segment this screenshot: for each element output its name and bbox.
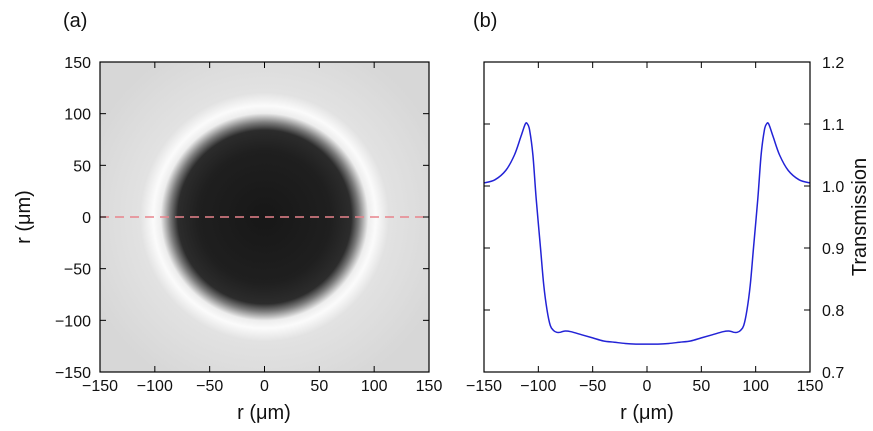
heatmap-x-ticks: −150 −100 −50 0 50 100 150 bbox=[82, 62, 442, 395]
heatmap-y-ticks: −150 −100 −50 0 50 100 150 bbox=[55, 55, 429, 382]
plot-b-x-axis-label: r (μm) bbox=[620, 402, 674, 424]
heatmap-x-tick-label: −50 bbox=[196, 378, 223, 395]
heatmap-x-tick-label: −150 bbox=[82, 378, 118, 395]
transmission-line bbox=[484, 122, 810, 345]
plot-b-x-ticks: −150 −100 −50 0 50 100 150 bbox=[466, 62, 823, 395]
heatmap-y-axis-label: r (μm) bbox=[13, 190, 35, 244]
plot-b-y-ticks: 0.7 0.8 0.9 1.0 1.1 1.2 bbox=[484, 55, 844, 382]
plot-b-x-tick-label: 100 bbox=[742, 378, 769, 395]
plot-b-x-tick-label: 50 bbox=[692, 378, 710, 395]
heatmap-x-tick-label: −100 bbox=[137, 378, 173, 395]
plot-b-x-tick-label: −50 bbox=[579, 378, 606, 395]
heatmap-y-tick-label: −150 bbox=[55, 365, 91, 382]
heatmap-y-tick-label: −100 bbox=[55, 313, 91, 330]
heatmap-x-axis-label: r (μm) bbox=[237, 402, 291, 424]
heatmap-y-tick-label: 50 bbox=[73, 158, 91, 175]
plot-b-frame bbox=[483, 61, 811, 373]
plot-b-y-axis-label: Transmission bbox=[849, 158, 871, 276]
plot-b-x-tick-label: 150 bbox=[797, 378, 824, 395]
heatmap-x-tick-label: 0 bbox=[260, 378, 269, 395]
heatmap-x-tick-label: 50 bbox=[310, 378, 328, 395]
heatmap-x-tick-label: 100 bbox=[361, 378, 388, 395]
plot-b-x-tick-label: 0 bbox=[643, 378, 652, 395]
heatmap-y-tick-label: −50 bbox=[64, 262, 91, 279]
plot-b-y-tick-label: 1.2 bbox=[822, 55, 844, 72]
heatmap-y-tick-label: 0 bbox=[82, 210, 91, 227]
plot-b-y-tick-label: 1.0 bbox=[822, 179, 844, 196]
plot-b-y-tick-label: 1.1 bbox=[822, 117, 844, 134]
panel-a: (a) −150 −100 −50 0 50 100 150 −150 −100 −50 0 50 1… bbox=[13, 10, 442, 424]
plot-b-y-tick-label: 0.8 bbox=[822, 303, 844, 320]
panel-b-label: (b) bbox=[473, 10, 497, 32]
plot-b-x-tick-label: −150 bbox=[466, 378, 502, 395]
heatmap-y-tick-label: 150 bbox=[64, 55, 91, 72]
panel-a-label: (a) bbox=[63, 10, 87, 32]
panel-b: (b) −150 −100 −50 0 50 100 150 0.7 0.8 0.9 1.0 1.1… bbox=[466, 10, 871, 424]
plot-b-x-tick-label: −100 bbox=[520, 378, 556, 395]
heatmap-y-tick-label: 100 bbox=[64, 107, 91, 124]
plot-b-y-tick-label: 0.7 bbox=[822, 365, 844, 382]
heatmap-x-tick-label: 150 bbox=[416, 378, 443, 395]
plot-b-y-tick-label: 0.9 bbox=[822, 241, 844, 258]
